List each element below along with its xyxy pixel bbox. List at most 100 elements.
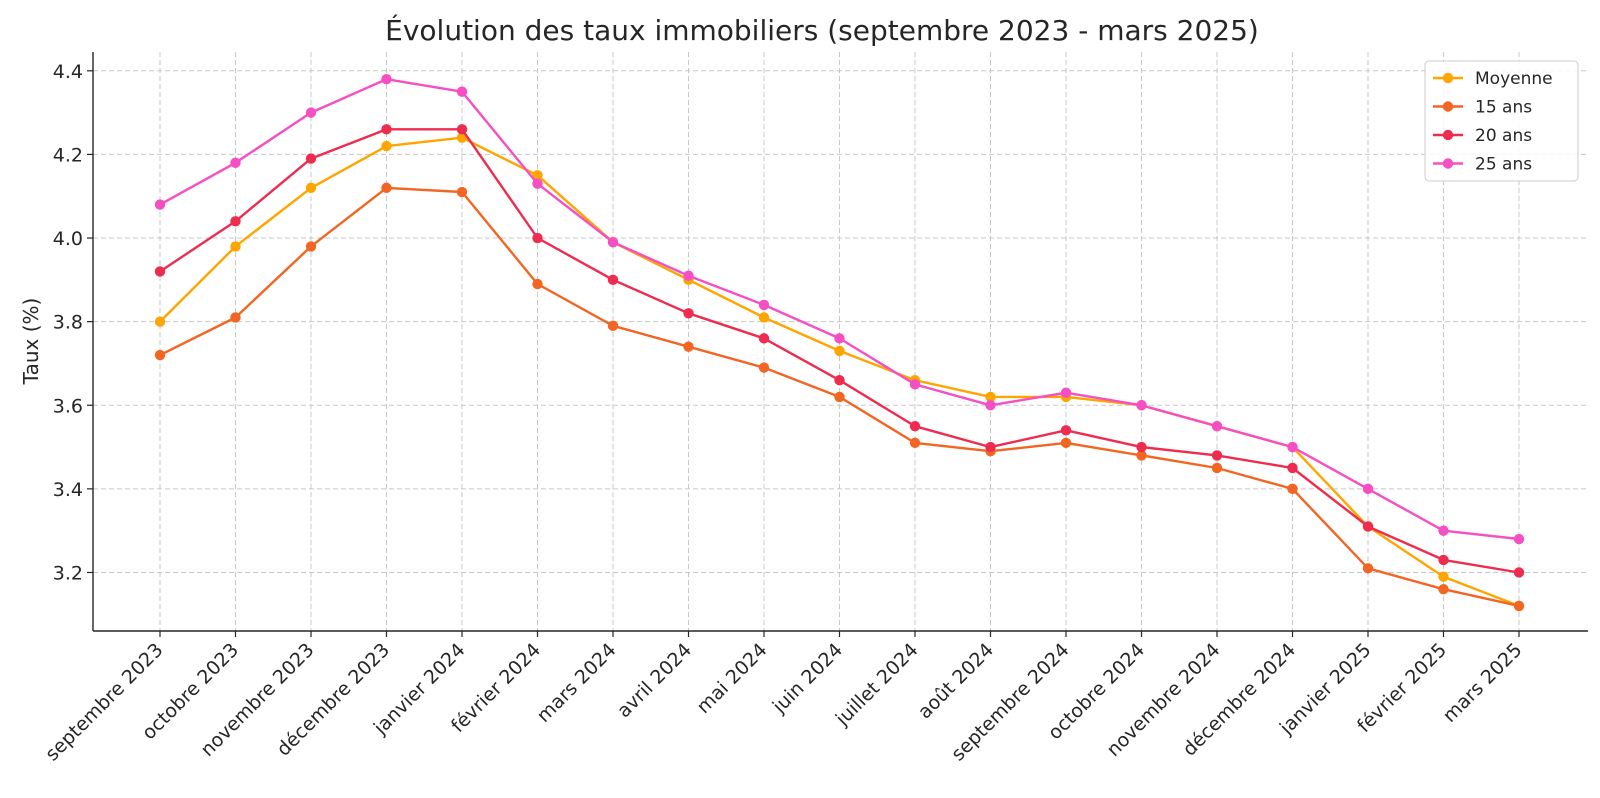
data-point (607, 274, 619, 286)
data-point (305, 241, 317, 252)
data-point (1362, 563, 1374, 574)
data-point (532, 178, 543, 189)
data-point (230, 216, 241, 227)
axes (92, 52, 1588, 632)
data-point (1211, 450, 1223, 461)
data-point (758, 312, 770, 323)
x-tick-label: mars 2024 (533, 639, 621, 727)
data-point (381, 182, 392, 194)
data-point (1362, 521, 1374, 532)
data-point (154, 199, 166, 210)
legend-item: 15 ans (1433, 98, 1532, 118)
data-point (1362, 483, 1374, 495)
data-point (305, 107, 317, 118)
series-25-ans (154, 73, 1525, 545)
legend-label: 15 ans (1475, 98, 1532, 118)
series-20-ans (154, 124, 1525, 578)
data-point (154, 266, 166, 277)
y-tick-label: 4.2 (53, 144, 83, 166)
y-tick-label: 4.4 (53, 61, 83, 83)
data-point (532, 232, 543, 244)
data-point (834, 333, 845, 344)
data-point (381, 140, 392, 152)
legend-label: 20 ans (1475, 126, 1532, 146)
data-point (456, 124, 468, 135)
y-tick-label: 3.6 (53, 395, 83, 417)
legend-box (1424, 60, 1579, 182)
data-point (1513, 533, 1525, 545)
data-point (1438, 583, 1449, 595)
legend-swatch-marker (1442, 129, 1454, 141)
data-point (834, 374, 845, 386)
data-point (230, 312, 241, 323)
data-point (1136, 450, 1147, 461)
data-point (909, 420, 921, 432)
data-point (683, 308, 694, 319)
data-point (1287, 483, 1298, 495)
data-point (758, 333, 770, 344)
data-point (1211, 420, 1223, 432)
legend-item: 20 ans (1433, 126, 1532, 146)
data-point (1438, 554, 1449, 566)
data-point (985, 391, 996, 403)
data-point (305, 153, 317, 164)
legend: Moyenne 15 ans 20 ans 25 ans (1424, 60, 1579, 182)
x-tick-label: septembre 2023 (41, 639, 167, 765)
y-tick-label: 3.2 (53, 562, 83, 584)
y-ticks: 3.2 3.4 3.6 3.8 4.0 4.2 4.4 (53, 61, 93, 584)
legend-item: Moyenne (1433, 69, 1553, 89)
legend-swatch-marker (1442, 158, 1454, 169)
data-point (909, 437, 921, 449)
legend-swatch-marker (1442, 72, 1454, 84)
data-point (305, 182, 317, 194)
y-axis-label: Taux (%) (19, 298, 43, 386)
data-point (230, 157, 241, 168)
data-point (532, 278, 543, 290)
legend-swatch-marker (1442, 101, 1454, 112)
data-point (1287, 462, 1298, 474)
data-point (230, 241, 241, 252)
data-point (683, 270, 694, 281)
x-tick-label: mai 2024 (692, 639, 771, 718)
data-point (834, 345, 845, 357)
data-point (381, 73, 392, 85)
y-tick-label: 3.8 (53, 312, 83, 334)
data-point (154, 349, 166, 361)
data-point (1513, 600, 1525, 612)
y-tick-label: 3.4 (53, 479, 83, 501)
legend-item: 25 ans (1433, 155, 1532, 175)
data-point (607, 237, 619, 248)
x-tick-label: juin 2024 (768, 639, 847, 718)
x-tick-label: mars 2025 (1439, 639, 1527, 727)
data-point (456, 186, 468, 198)
data-point (909, 379, 921, 390)
chart-title: Évolution des taux immobiliers (septembr… (385, 13, 1259, 47)
data-point (683, 341, 694, 352)
data-point (1211, 462, 1223, 474)
data-point (758, 299, 770, 311)
data-point (1136, 441, 1147, 453)
legend-label: 25 ans (1475, 155, 1532, 175)
data-point (1060, 425, 1072, 436)
data-point (154, 316, 166, 327)
data-point (381, 124, 392, 135)
data-point (456, 86, 468, 97)
data-point (985, 441, 996, 453)
y-tick-label: 4.0 (53, 228, 83, 250)
data-point (607, 320, 619, 332)
x-tick-label: avril 2024 (613, 639, 696, 722)
data-point (1513, 567, 1525, 578)
data-point (985, 400, 996, 411)
legend-label: Moyenne (1475, 69, 1553, 89)
data-point (1060, 437, 1072, 449)
data-point (1060, 387, 1072, 398)
data-point (1136, 400, 1147, 411)
series (154, 73, 1525, 612)
data-point (532, 170, 543, 181)
data-point (1438, 525, 1449, 536)
data-point (758, 362, 770, 373)
data-point (834, 391, 845, 403)
data-point (1438, 571, 1449, 582)
